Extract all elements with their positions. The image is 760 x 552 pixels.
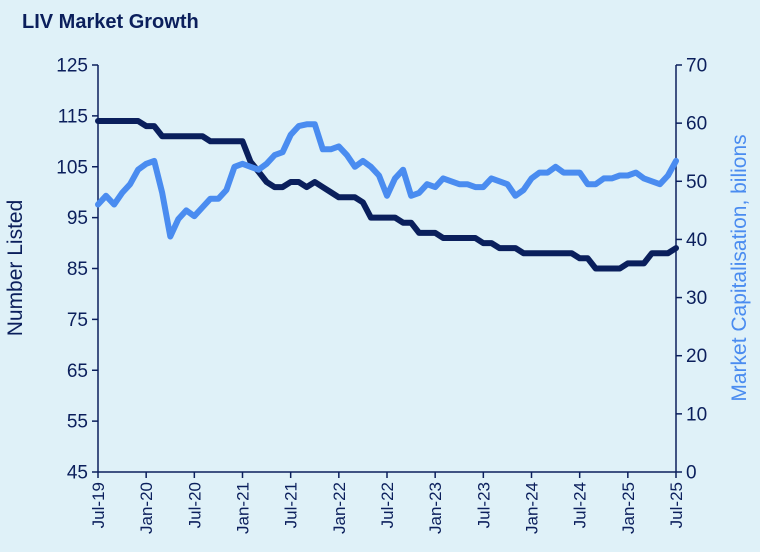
series-lines [95,118,679,272]
x-tick-label: Jan-21 [234,482,253,534]
y-left-tick-label: 75 [67,310,88,331]
y-left-tick-label: 85 [67,259,88,280]
y-right-tick-label: 20 [686,346,707,367]
market-cap-line [95,121,679,240]
x-tick-label: Jul-19 [89,482,108,528]
chart-title: LIV Market Growth [22,11,199,33]
y-left-tick-label: 65 [67,361,88,382]
y-axis-left-label: Number Listed [4,200,27,337]
x-tick-label: Jul-23 [474,482,493,528]
x-tick-label: Jul-20 [185,482,204,528]
tick-labels: 45 55 65 75 85 95 105 115 125 0 10 20 30 40 50 60 70 Jul-… [56,56,707,534]
x-tick-label: Jan-20 [137,482,156,534]
x-tick-label: Jan-22 [330,482,349,534]
number-listed-line [95,118,679,272]
x-tick-label: Jul-21 [282,482,301,528]
y-right-tick-label: 50 [686,172,707,193]
y-left-tick-label: 115 [58,106,88,127]
y-right-tick-label: 10 [686,404,707,425]
y-right-tick-label: 70 [686,56,707,77]
y-right-tick-label: 30 [686,288,707,309]
y-left-tick-label: 105 [56,157,88,178]
y-left-tick-label: 95 [67,208,88,229]
y-axis-right-label: Market Capitalisation, bilions [728,134,751,401]
y-left-tick-label: 55 [67,412,88,433]
axes [92,64,682,478]
y-right-tick-label: 60 [686,114,707,135]
y-right-tick-label: 40 [686,230,707,251]
y-right-tick-label: 0 [686,463,697,484]
x-tick-label: Jul-25 [667,482,686,528]
x-tick-label: Jul-24 [571,482,590,528]
x-tick-label: Jul-22 [378,482,397,528]
y-left-tick-label: 45 [67,463,88,484]
x-tick-label: Jan-25 [619,482,638,534]
x-tick-label: Jan-24 [523,482,542,534]
y-left-tick-label: 125 [56,56,88,77]
x-tick-label: Jan-23 [426,482,445,534]
